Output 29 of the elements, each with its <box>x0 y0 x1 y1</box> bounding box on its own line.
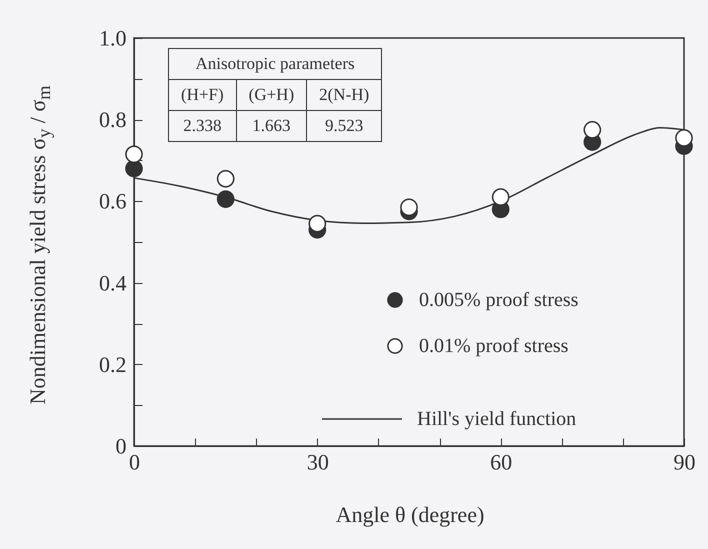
y-tick-label: 0.2 <box>99 352 126 377</box>
y-tick-label: 0.4 <box>99 270 126 296</box>
annotation: (H+F) <box>168 80 236 110</box>
annotation: 2(N-H) <box>306 80 382 110</box>
x-tick-label: 90 <box>674 450 696 474</box>
point <box>308 214 326 232</box>
y-tick-label: 1.0 <box>99 26 126 50</box>
x-tick-label: 60 <box>490 450 512 474</box>
y-tick-label: 0.6 <box>99 188 126 214</box>
y-tick-label: 0.8 <box>99 107 126 132</box>
annotation: (G+H) <box>236 80 307 110</box>
point <box>125 160 143 178</box>
y-tick-label: 0 <box>116 434 126 458</box>
legend-label: 0.01% proof stress <box>419 335 569 357</box>
point <box>216 190 234 208</box>
point <box>125 145 143 164</box>
point <box>216 170 234 188</box>
annotation: 9.523 <box>306 110 382 142</box>
annotation: 1.663 <box>236 110 307 142</box>
point <box>400 198 418 216</box>
x-tick-label: 30 <box>306 450 329 474</box>
point <box>584 121 602 139</box>
point <box>675 129 693 147</box>
legend-label: Hill's yield function <box>417 408 576 430</box>
annotation: 2.338 <box>168 110 236 142</box>
point <box>492 188 510 206</box>
legend-label: 0.005% proof stress <box>419 289 579 311</box>
x-axis-title: Angle θ (degree) <box>336 502 484 528</box>
annotation: Anisotropic parameters <box>168 48 382 80</box>
